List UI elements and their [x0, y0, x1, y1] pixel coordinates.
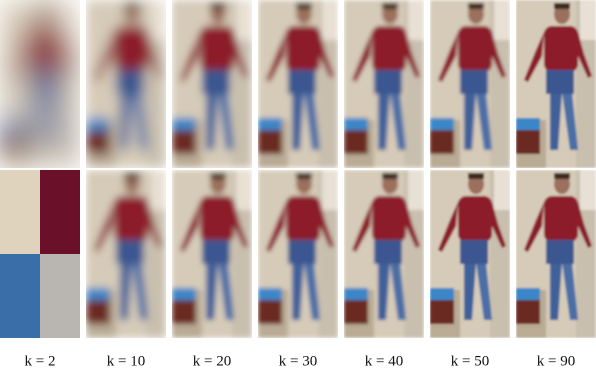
photo	[86, 170, 166, 338]
photo	[344, 0, 424, 168]
caption-label: k = 50	[451, 353, 489, 369]
photo	[430, 170, 510, 338]
figure: k = 2 k = 10 k = 20 k = 30 k = 40 k = 50 k = 9…	[0, 0, 596, 376]
caption-label: k = 40	[365, 353, 403, 369]
photo	[344, 170, 424, 338]
photo	[172, 0, 252, 168]
photo	[516, 0, 596, 168]
caption-label: k = 90	[537, 353, 575, 369]
caption-label: k = 20	[193, 353, 231, 369]
photo	[258, 0, 338, 168]
photo	[0, 170, 80, 338]
caption-label: k = 10	[107, 353, 145, 369]
photo	[430, 0, 510, 168]
photo	[516, 170, 596, 338]
photo	[258, 170, 338, 338]
photo	[0, 0, 80, 168]
caption-label: k = 2	[25, 353, 56, 369]
caption-label: k = 30	[279, 353, 317, 369]
photo	[172, 170, 252, 338]
photo	[86, 0, 166, 168]
